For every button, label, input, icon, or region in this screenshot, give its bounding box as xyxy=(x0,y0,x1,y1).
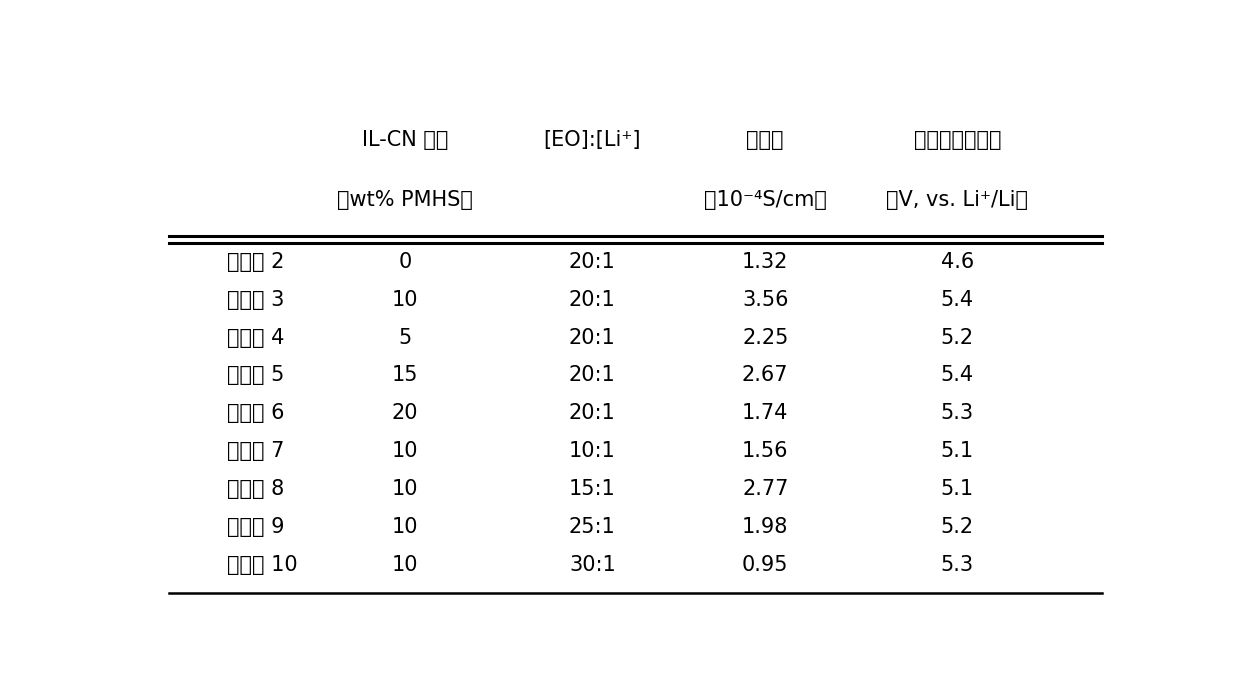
Text: （V, vs. Li⁺/Li）: （V, vs. Li⁺/Li） xyxy=(887,191,1028,210)
Text: （wt% PMHS）: （wt% PMHS） xyxy=(337,191,472,210)
Text: 1.98: 1.98 xyxy=(742,517,789,537)
Text: 30:1: 30:1 xyxy=(569,555,615,575)
Text: 0.95: 0.95 xyxy=(742,555,789,575)
Text: 实施例 3: 实施例 3 xyxy=(227,290,284,309)
Text: 10:1: 10:1 xyxy=(569,441,615,461)
Text: 15:1: 15:1 xyxy=(569,479,615,499)
Text: 5.3: 5.3 xyxy=(941,403,973,423)
Text: 实施例 7: 实施例 7 xyxy=(227,441,284,461)
Text: 20:1: 20:1 xyxy=(569,365,615,385)
Text: 15: 15 xyxy=(392,365,418,385)
Text: （10⁻⁴S/cm）: （10⁻⁴S/cm） xyxy=(704,191,827,210)
Text: 0: 0 xyxy=(398,252,412,272)
Text: 4.6: 4.6 xyxy=(941,252,975,272)
Text: 20:1: 20:1 xyxy=(569,403,615,423)
Text: 2.67: 2.67 xyxy=(742,365,789,385)
Text: 电化学稳定窗口: 电化学稳定窗口 xyxy=(914,130,1001,150)
Text: 实施例 6: 实施例 6 xyxy=(227,403,284,423)
Text: 1.32: 1.32 xyxy=(742,252,789,272)
Text: 20:1: 20:1 xyxy=(569,252,615,272)
Text: 实施例 5: 实施例 5 xyxy=(227,365,284,385)
Text: [EO]:[Li⁺]: [EO]:[Li⁺] xyxy=(543,130,641,150)
Text: 20: 20 xyxy=(392,403,418,423)
Text: 10: 10 xyxy=(392,555,418,575)
Text: 1.56: 1.56 xyxy=(742,441,789,461)
Text: 实施例 8: 实施例 8 xyxy=(227,479,284,499)
Text: 20:1: 20:1 xyxy=(569,290,615,309)
Text: 10: 10 xyxy=(392,441,418,461)
Text: 1.74: 1.74 xyxy=(742,403,789,423)
Text: 5.4: 5.4 xyxy=(941,365,973,385)
Text: 实施例 4: 实施例 4 xyxy=(227,328,284,348)
Text: 实施例 2: 实施例 2 xyxy=(227,252,284,272)
Text: 25:1: 25:1 xyxy=(569,517,615,537)
Text: 5.2: 5.2 xyxy=(941,328,973,348)
Text: 10: 10 xyxy=(392,290,418,309)
Text: 10: 10 xyxy=(392,479,418,499)
Text: 5.1: 5.1 xyxy=(941,441,973,461)
Text: 5.1: 5.1 xyxy=(941,479,973,499)
Text: 2.25: 2.25 xyxy=(742,328,789,348)
Text: 实施例 9: 实施例 9 xyxy=(227,517,284,537)
Text: 5.3: 5.3 xyxy=(941,555,973,575)
Text: 5: 5 xyxy=(398,328,412,348)
Text: 3.56: 3.56 xyxy=(742,290,789,309)
Text: 5.2: 5.2 xyxy=(941,517,973,537)
Text: 5.4: 5.4 xyxy=(941,290,973,309)
Text: IL-CN 含量: IL-CN 含量 xyxy=(362,130,448,150)
Text: 10: 10 xyxy=(392,517,418,537)
Text: 2.77: 2.77 xyxy=(742,479,789,499)
Text: 实施例 10: 实施例 10 xyxy=(227,555,298,575)
Text: 20:1: 20:1 xyxy=(569,328,615,348)
Text: 电导率: 电导率 xyxy=(746,130,784,150)
